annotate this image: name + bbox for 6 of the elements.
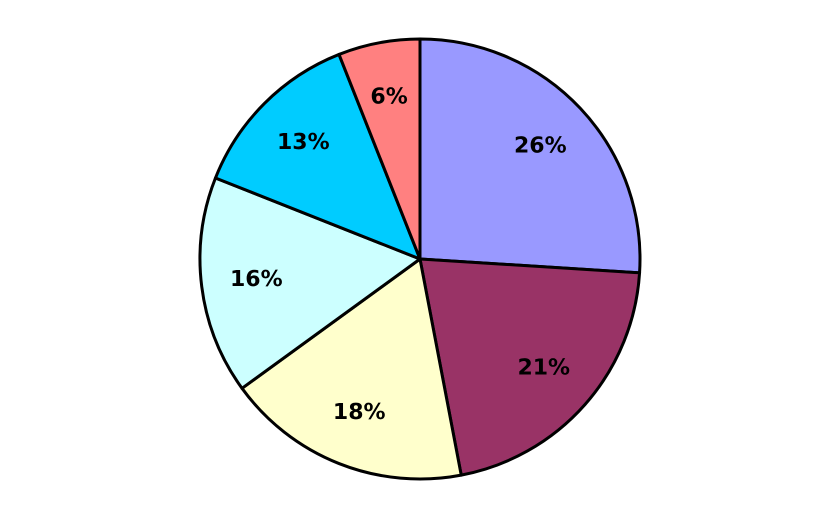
data-label: 13% [276,130,330,155]
data-label: 16% [230,267,283,292]
data-label: 6% [370,84,408,110]
data-label: 21% [517,356,570,381]
data-label: 26% [514,134,567,159]
data-label: 18% [332,400,386,425]
